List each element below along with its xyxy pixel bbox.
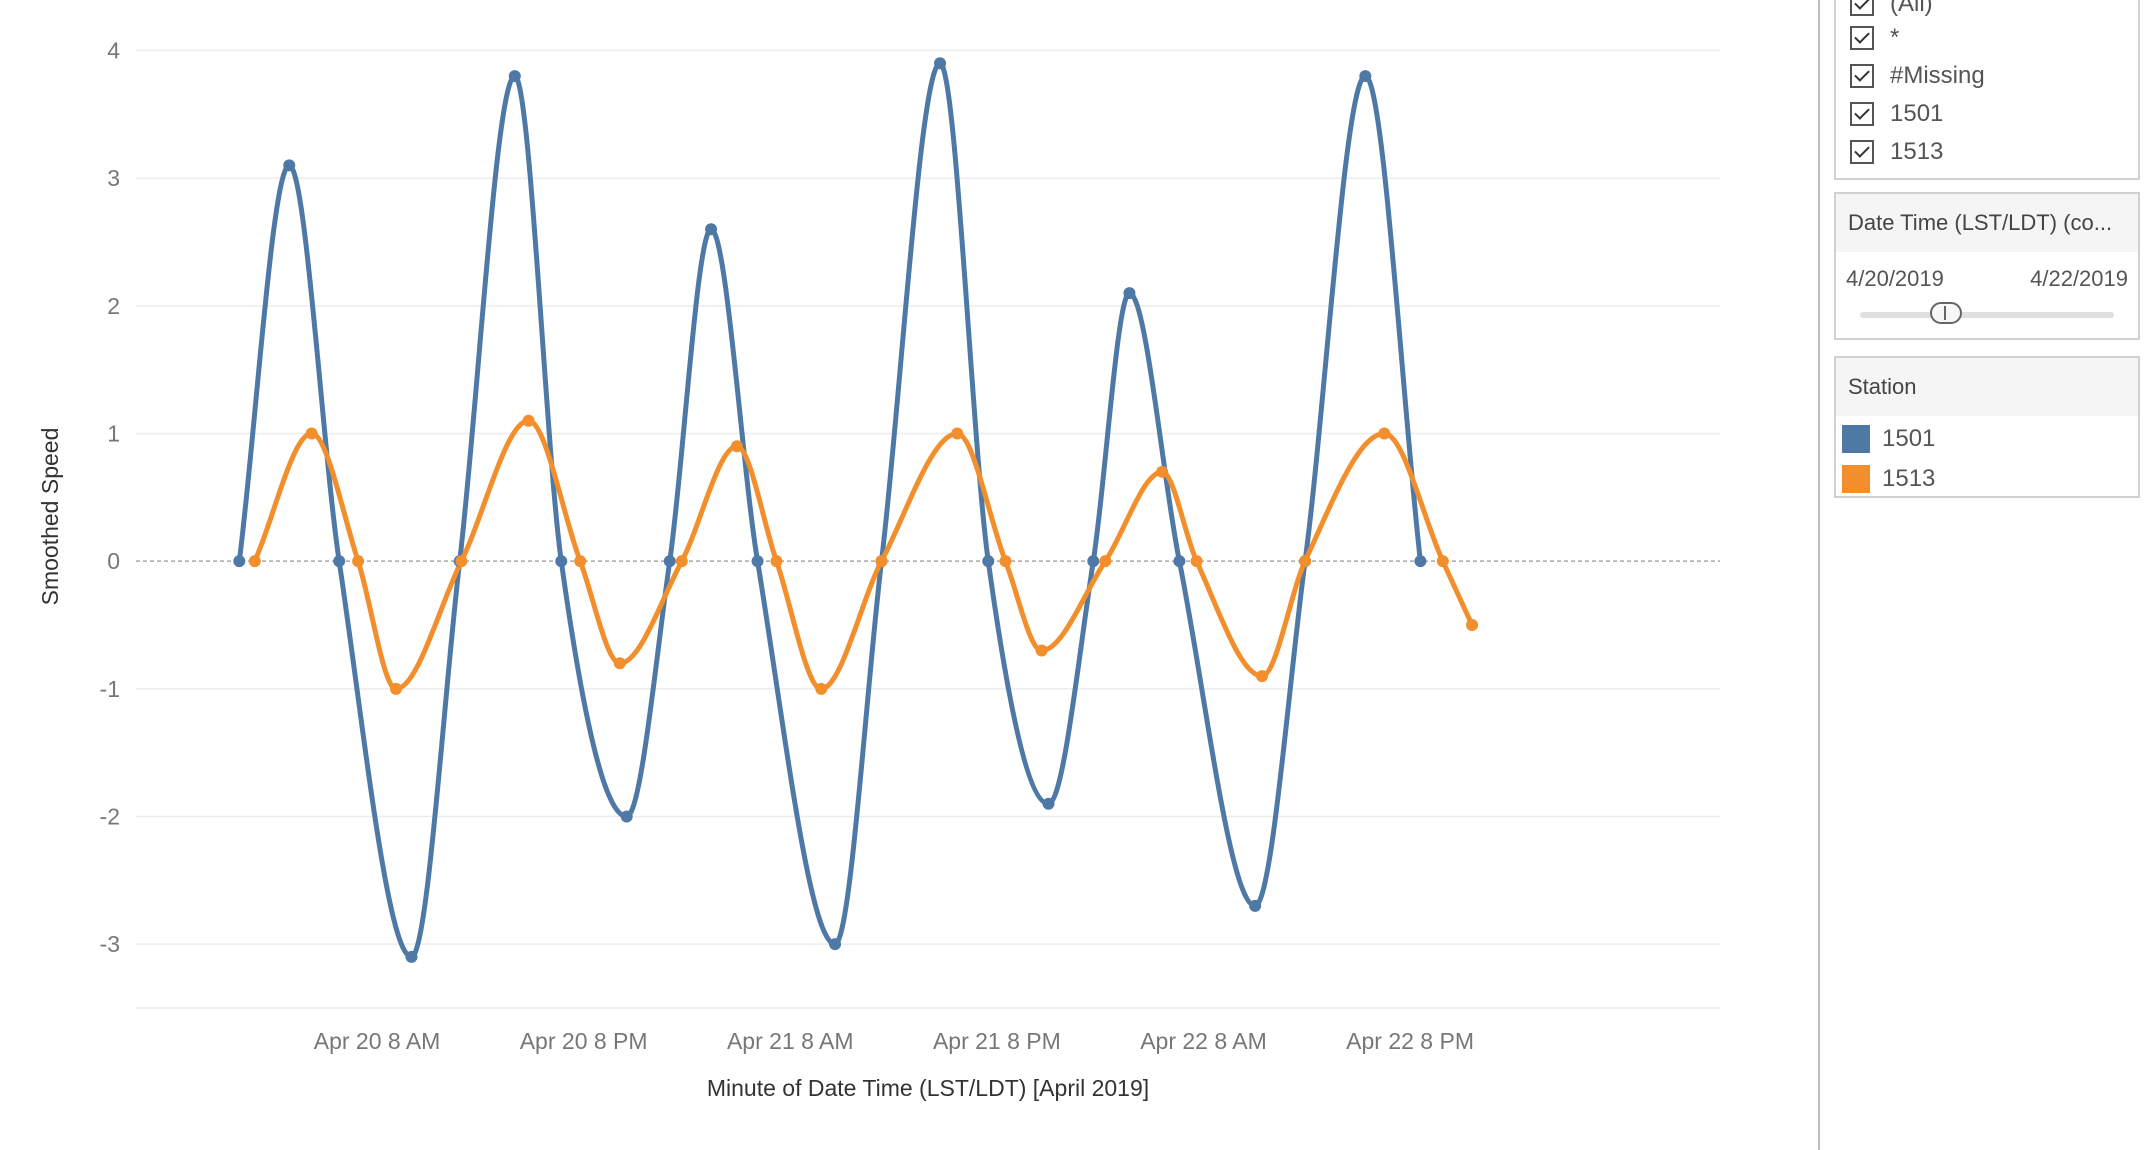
y-tick-label: -2 — [100, 804, 120, 830]
filter-option-label: #Missing — [1890, 62, 1985, 89]
data-point-1513[interactable] — [999, 555, 1012, 568]
y-tick-label: -1 — [100, 676, 120, 702]
data-point-1513[interactable] — [1256, 670, 1269, 683]
data-point-1501[interactable] — [829, 938, 842, 951]
y-axis-title: Smoothed Speed — [37, 428, 63, 606]
data-point-1501[interactable] — [934, 57, 947, 70]
filter-option-label: 1501 — [1890, 100, 1944, 127]
data-point-1513[interactable] — [522, 414, 535, 427]
x-tick-label: Apr 20 8 PM — [520, 1028, 648, 1054]
checkbox-checked-icon[interactable] — [1850, 0, 1874, 16]
y-tick-label: -3 — [100, 931, 120, 957]
date-range-start: 4/20/2019 — [1846, 266, 1944, 291]
data-point-1513[interactable] — [675, 555, 688, 568]
filter-option-label: 1513 — [1890, 138, 1944, 165]
legend-swatch — [1842, 465, 1870, 493]
y-tick-label: 2 — [107, 293, 120, 319]
data-point-1501[interactable] — [663, 555, 676, 568]
data-point-1513[interactable] — [574, 555, 587, 568]
data-point-1501[interactable] — [1249, 899, 1262, 912]
date-range-filter: Date Time (LST/LDT) (co... 4/20/2019 4/2… — [1834, 192, 2140, 340]
data-point-1513[interactable] — [305, 427, 318, 440]
data-point-1501[interactable] — [333, 555, 346, 568]
data-points — [233, 57, 1479, 963]
data-point-1501[interactable] — [1123, 287, 1136, 300]
legend-item-1513[interactable]: 1513 — [1842, 462, 1935, 496]
date-slider-handle[interactable] — [1930, 302, 1962, 324]
data-point-1501[interactable] — [555, 555, 568, 568]
panel-divider — [1818, 0, 1820, 1150]
checkbox-checked-icon[interactable] — [1850, 140, 1874, 164]
y-tick-label: 1 — [107, 421, 120, 447]
x-tick-label: Apr 21 8 PM — [933, 1028, 1061, 1054]
color-legend: Station 1501 1513 — [1834, 356, 2140, 498]
filter-option-1513[interactable]: 1513 — [1850, 136, 1943, 168]
filter-option-missing[interactable]: #Missing — [1850, 60, 1985, 92]
data-point-1513[interactable] — [613, 657, 626, 670]
x-tick-label: Apr 22 8 PM — [1346, 1028, 1474, 1054]
x-tick-label: Apr 20 8 AM — [314, 1028, 441, 1054]
data-point-1513[interactable] — [1466, 619, 1479, 632]
data-point-1513[interactable] — [1190, 555, 1203, 568]
x-tick-label: Apr 21 8 AM — [727, 1028, 854, 1054]
data-point-1513[interactable] — [1299, 555, 1312, 568]
data-point-1513[interactable] — [248, 555, 261, 568]
data-point-1501[interactable] — [405, 950, 418, 963]
y-tick-label: 0 — [107, 548, 120, 574]
checkbox-checked-icon[interactable] — [1850, 64, 1874, 88]
date-range-end: 4/22/2019 — [2030, 266, 2128, 291]
data-point-1513[interactable] — [389, 682, 402, 695]
line-chart: 4 3 2 1 0 -1 -2 -3 Apr 20 8 AM Apr 20 8 PM Apr 21 … — [37, 38, 1720, 1101]
data-point-1501[interactable] — [283, 159, 296, 172]
data-point-1501[interactable] — [233, 555, 246, 568]
data-point-1513[interactable] — [1436, 555, 1449, 568]
data-point-1513[interactable] — [1099, 555, 1112, 568]
y-tick-label: 4 — [107, 38, 120, 64]
series-lines — [236, 60, 1475, 960]
filter-option-label: (All) — [1890, 0, 1933, 17]
checkbox-checked-icon[interactable] — [1850, 26, 1874, 50]
station-filter-panel: (All) * #Missing 1501 1513 — [1834, 0, 2140, 180]
filter-option-asterisk[interactable]: * — [1850, 22, 1899, 54]
data-point-1501[interactable] — [1359, 70, 1372, 83]
filter-option-1501[interactable]: 1501 — [1850, 98, 1943, 130]
legend-swatch — [1842, 425, 1870, 453]
axes: 4 3 2 1 0 -1 -2 -3 Apr 20 8 AM Apr 20 8 PM Apr 21 … — [100, 38, 1720, 1054]
data-point-1513[interactable] — [455, 555, 468, 568]
data-point-1501[interactable] — [751, 555, 764, 568]
data-point-1501[interactable] — [1087, 555, 1100, 568]
data-point-1501[interactable] — [1042, 797, 1055, 810]
legend-label: 1501 — [1882, 425, 1936, 452]
legend-title: Station — [1836, 358, 2138, 416]
y-tick-label: 3 — [107, 165, 120, 191]
data-point-1513[interactable] — [1378, 427, 1391, 440]
filter-option-label: * — [1890, 24, 1900, 51]
x-axis-title: Minute of Date Time (LST/LDT) [April 201… — [707, 1075, 1149, 1101]
series-line-1501[interactable] — [236, 60, 1423, 960]
data-point-1513[interactable] — [730, 440, 743, 453]
data-point-1501[interactable] — [705, 223, 718, 236]
data-point-1501[interactable] — [1173, 555, 1186, 568]
data-point-1501[interactable] — [508, 70, 521, 83]
data-point-1513[interactable] — [951, 427, 964, 440]
data-point-1513[interactable] — [1035, 644, 1048, 657]
date-slider-track[interactable] — [1860, 312, 2114, 318]
x-tick-label: Apr 22 8 AM — [1140, 1028, 1267, 1054]
filter-option-all[interactable]: (All) — [1850, 0, 1933, 20]
legend-label: 1513 — [1882, 465, 1936, 492]
data-point-1513[interactable] — [770, 555, 783, 568]
date-filter-title: Date Time (LST/LDT) (co... — [1836, 194, 2138, 252]
legend-item-1501[interactable]: 1501 — [1842, 422, 1935, 456]
data-point-1501[interactable] — [620, 810, 633, 823]
checkbox-checked-icon[interactable] — [1850, 102, 1874, 126]
data-point-1501[interactable] — [982, 555, 995, 568]
data-point-1513[interactable] — [815, 682, 828, 695]
data-point-1513[interactable] — [875, 555, 888, 568]
data-point-1513[interactable] — [352, 555, 365, 568]
data-point-1501[interactable] — [1414, 555, 1427, 568]
data-point-1513[interactable] — [1156, 465, 1169, 478]
series-line-1513[interactable] — [252, 418, 1475, 692]
